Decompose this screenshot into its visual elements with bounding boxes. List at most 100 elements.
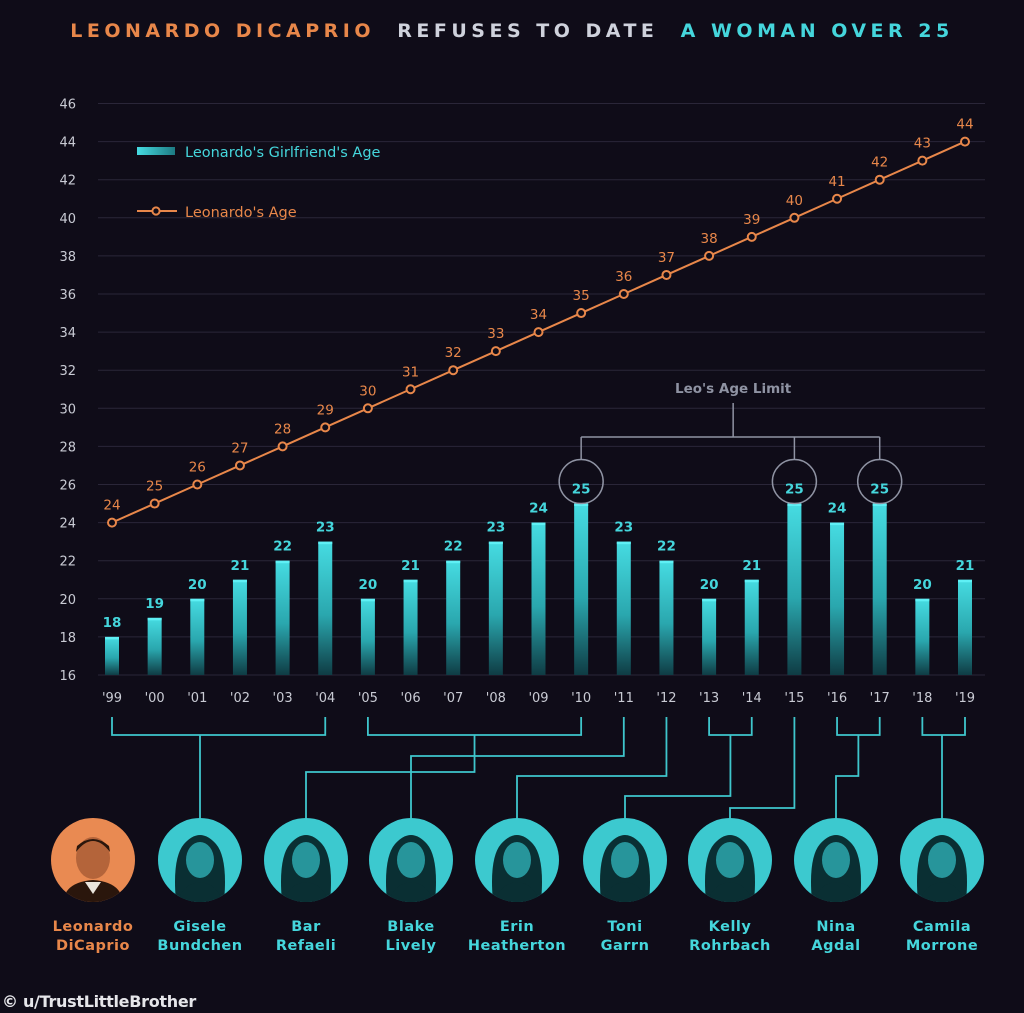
x-tick-label: '99 — [102, 691, 122, 706]
bar-2 — [190, 598, 205, 675]
line-value-label: 24 — [103, 498, 120, 514]
bar-series — [105, 503, 972, 675]
x-tick-label: '19 — [955, 691, 975, 706]
line-point — [789, 212, 800, 223]
line-point — [832, 193, 843, 204]
connector-toni-drop — [624, 735, 732, 820]
bar-cap — [318, 541, 333, 545]
y-tick-label: 40 — [59, 212, 76, 227]
bar-11 — [574, 503, 589, 675]
bar-value-label: 18 — [103, 615, 122, 631]
bar-value-label: 22 — [444, 539, 463, 555]
y-tick-label: 32 — [59, 364, 76, 379]
person-first-name: Leonardo — [52, 919, 134, 935]
x-tick-label: '12 — [656, 691, 676, 706]
line-value-label: 40 — [786, 193, 803, 209]
line-series — [107, 136, 970, 528]
person-name-7: Nina Agdal — [776, 918, 896, 956]
bar-3 — [232, 579, 247, 675]
bar-cap — [616, 541, 631, 545]
bar-cap — [574, 503, 589, 507]
x-tick-label: '04 — [315, 691, 335, 706]
line-point — [107, 517, 117, 528]
credit-line: © u/TrustLittleBrother — [2, 992, 196, 1011]
line-value-label: 32 — [445, 345, 462, 361]
line-point — [533, 327, 544, 338]
line-point — [874, 174, 885, 185]
bar-15 — [744, 579, 759, 675]
bar-value-labels: 18 19 20 21 22 23 20 21 22 23 24 25 23 22 20 21 25 24 25 20… — [103, 482, 975, 631]
y-tick-label: 26 — [59, 479, 76, 494]
connector-bar-drop — [305, 735, 476, 820]
bar-16 — [787, 503, 802, 675]
line-value-label: 36 — [615, 269, 632, 285]
connector-kelly — [729, 717, 796, 820]
bar-cap — [702, 598, 717, 602]
title-part-name: LEONARDO DICAPRIO — [70, 20, 376, 42]
line-value-label: 26 — [189, 460, 206, 476]
person-first-name: Erin — [499, 919, 535, 935]
connector-camila — [921, 717, 966, 736]
line-point — [234, 460, 245, 471]
bar-value-label: 21 — [231, 558, 250, 574]
line-point — [917, 155, 928, 166]
person-name-4: Erin Heatherton — [457, 918, 577, 956]
portrait-5 — [583, 818, 667, 902]
bar-5 — [318, 541, 333, 675]
connector-bar — [367, 717, 583, 736]
connector-erin — [516, 717, 668, 820]
x-tick-label: '11 — [614, 691, 634, 706]
person-last-name: Heatherton — [467, 938, 567, 954]
bar-cap — [446, 560, 461, 564]
bar-value-label: 23 — [316, 520, 335, 536]
y-tick-label: 24 — [59, 517, 76, 532]
bar-cap — [958, 579, 972, 583]
y-tick-label: 20 — [59, 593, 76, 608]
connector-nina-drop — [835, 735, 860, 820]
line-point — [618, 289, 629, 299]
x-axis-ticks: '99 '00 '01 '02 '03 '04 '05 '06 '07 '08 '09 '10 '11 '… — [102, 691, 975, 706]
limit-ring — [856, 458, 903, 505]
line-value-label: 29 — [317, 402, 334, 418]
bar-value-label: 19 — [145, 596, 164, 612]
line-value-label: 27 — [231, 440, 248, 456]
x-tick-label: '01 — [187, 691, 207, 706]
bar-value-label: 20 — [700, 577, 719, 593]
person-name-2: Bar Refaeli — [246, 918, 366, 956]
bar-cap — [488, 541, 503, 545]
bar-19 — [915, 598, 930, 675]
person-name-1: Gisele Bundchen — [140, 918, 260, 956]
line-point — [960, 136, 970, 147]
line-value-label: 33 — [487, 326, 504, 342]
bar-14 — [702, 598, 717, 675]
bar-cap — [232, 579, 247, 583]
bar-cap — [830, 522, 845, 526]
bar-value-label: 21 — [742, 558, 761, 574]
bar-value-label: 20 — [359, 577, 378, 593]
bar-cap — [360, 598, 375, 602]
x-tick-label: '07 — [443, 691, 463, 706]
x-tick-label: '06 — [400, 691, 420, 706]
bar-cap — [147, 617, 162, 621]
x-tick-label: '17 — [870, 691, 890, 706]
chart-title: LEONARDO DICAPRIO REFUSES TO DATE A WOMA… — [0, 20, 1024, 42]
bar-7 — [403, 579, 418, 675]
line-point — [405, 384, 416, 395]
bar-cap — [744, 579, 759, 583]
portrait-4 — [475, 818, 559, 902]
person-last-name: Rohrbach — [689, 938, 771, 954]
bar-value-label: 23 — [486, 520, 505, 536]
line-value-label: 35 — [573, 288, 590, 304]
age-limit-label: Leo's Age Limit — [675, 381, 792, 397]
bar-value-label: 20 — [913, 577, 932, 593]
x-tick-label: '08 — [486, 691, 506, 706]
bar-value-label: 25 — [870, 482, 889, 498]
bar-value-label: 23 — [614, 520, 633, 536]
line-point — [277, 441, 288, 452]
line-value-label: 31 — [402, 364, 419, 380]
y-axis-ticks: 16 18 20 22 24 26 28 30 32 34 36 38 40 42 44 46 — [59, 98, 76, 685]
legend-bar-swatch — [137, 147, 175, 155]
bar-value-label: 24 — [828, 501, 847, 517]
person-name-0: Leonardo DiCaprio — [33, 918, 153, 956]
